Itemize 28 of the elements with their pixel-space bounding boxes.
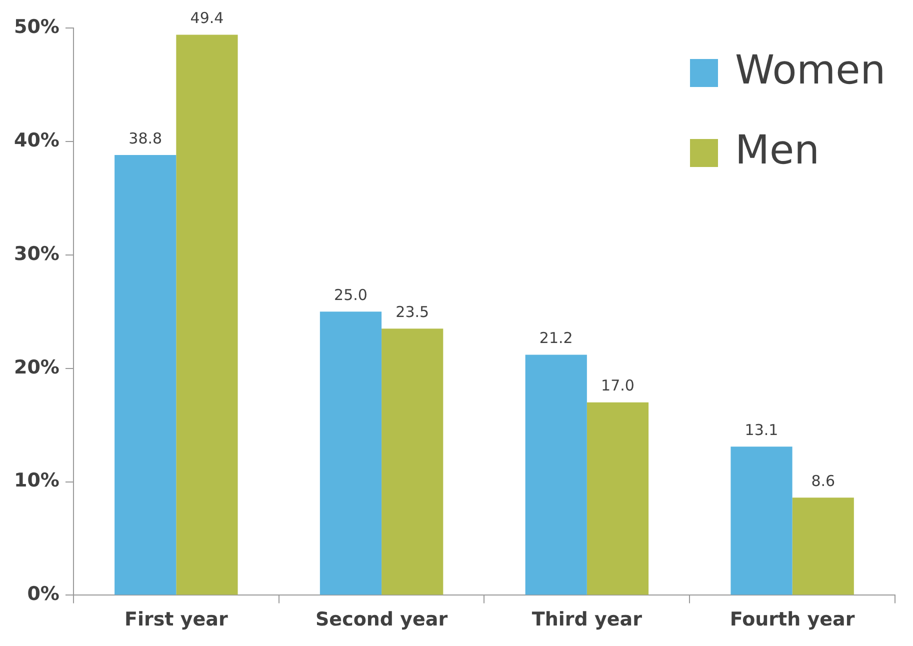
bar bbox=[114, 155, 176, 595]
bar bbox=[792, 498, 854, 595]
bar bbox=[382, 328, 444, 595]
x-tick-label: Fourth year bbox=[730, 608, 856, 631]
data-label: 21.2 bbox=[539, 329, 573, 348]
y-tick-label: 20% bbox=[14, 356, 60, 378]
data-label: 25.0 bbox=[334, 286, 368, 304]
data-label: 13.1 bbox=[744, 420, 778, 439]
data-label: 49.4 bbox=[190, 9, 224, 28]
data-label: 38.8 bbox=[128, 129, 162, 148]
data-label: 23.5 bbox=[396, 303, 430, 322]
x-tick-label: First year bbox=[124, 608, 228, 631]
bar bbox=[176, 34, 238, 595]
x-tick-label: Second year bbox=[316, 608, 448, 631]
legend-label: Women bbox=[735, 47, 886, 94]
y-tick-label: 50% bbox=[14, 16, 60, 38]
y-tick-label: 40% bbox=[14, 129, 60, 152]
bar bbox=[586, 402, 649, 595]
bar bbox=[525, 354, 587, 595]
data-label: 8.6 bbox=[811, 472, 836, 490]
bar bbox=[730, 446, 792, 595]
y-tick-label: 0% bbox=[27, 583, 60, 606]
y-tick-label: 10% bbox=[14, 470, 60, 492]
data-label: 17.0 bbox=[601, 376, 634, 395]
legend-label: Men bbox=[735, 127, 820, 174]
y-tick-label: 30% bbox=[14, 242, 60, 265]
bar bbox=[320, 312, 382, 595]
x-tick-label: Third year bbox=[532, 608, 643, 631]
